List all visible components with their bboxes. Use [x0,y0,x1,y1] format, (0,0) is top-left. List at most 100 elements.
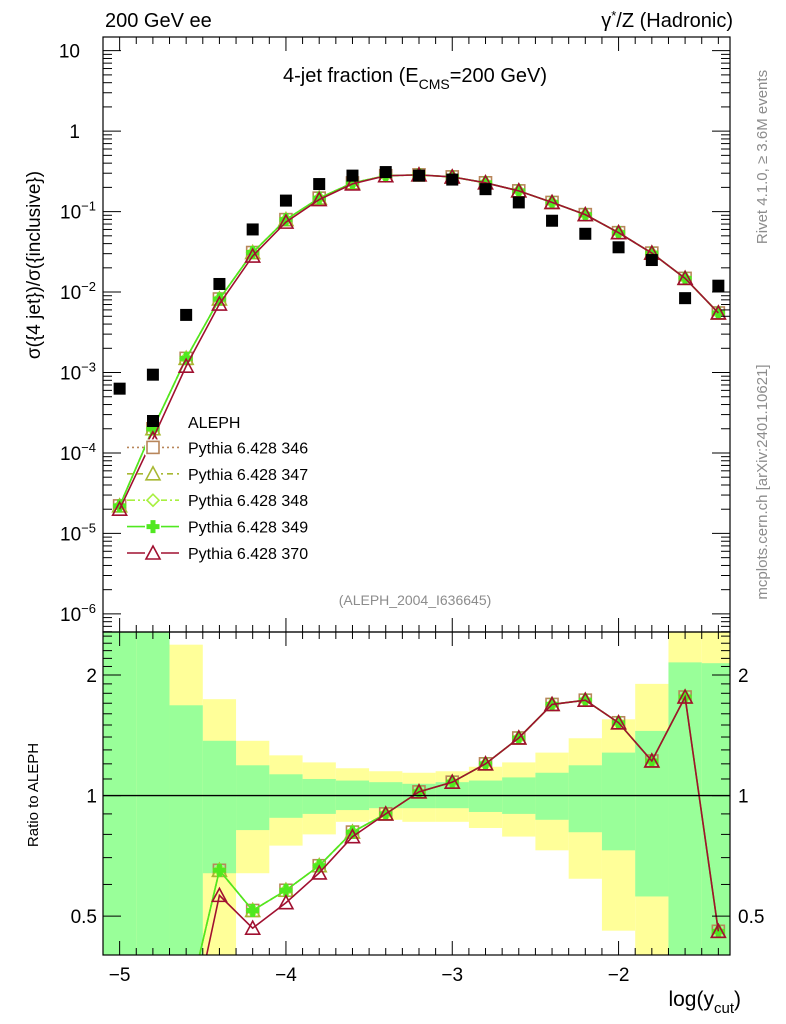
series-marker [610,223,627,240]
ratio-band-inner-bin [302,778,336,814]
x-tick-label: −2 [608,965,630,986]
legend-label: Pythia 6.428 347 [188,467,308,484]
ratio-band-inner-bin [568,765,602,833]
series-marker [211,295,228,311]
series-marker [543,193,561,210]
header-left-label: 200 GeV ee [105,10,212,32]
data-point [279,194,292,207]
y-tick-label: 10−3 [60,360,96,385]
ratio-band-inner-bin [468,780,503,812]
ratio-series-marker [676,688,694,704]
ratio-series-marker [277,894,295,910]
ratio-series-marker [212,863,226,877]
y-tick-label: 10−4 [60,440,96,465]
ratio-tick-label-left: 1 [86,787,97,808]
chart-title: 4-jet fraction (ECMS=200 GeV) [283,65,547,92]
data-point [146,368,159,381]
x-tick-label: −4 [275,965,297,986]
ratio-y-axis-label: Ratio to ALEPH [25,743,42,847]
y-tick-label: 10−5 [60,520,96,545]
legend-label: Pythia 6.428 346 [188,440,308,457]
legend-marker-bg [145,465,161,482]
ratio-series-marker [344,828,361,844]
upper-plot-frame [102,36,731,633]
ratio-series-marker [610,714,627,730]
header-right-label: γ*/Z (Hadronic) [601,8,733,32]
ratio-series-marker [345,825,359,839]
analysis-label: (ALEPH_2004_I636645) [339,592,492,608]
data-point [546,214,559,227]
data-point [645,254,658,267]
legend-marker-bg [145,439,161,456]
data-point [412,169,425,182]
data-point [346,169,359,182]
ratio-series-marker [543,695,561,712]
ratio-series-marker [377,805,395,821]
series-marker [310,190,328,207]
series-marker [212,292,226,306]
data-point [113,382,126,395]
ratio-series-marker [710,922,727,939]
ratio-series-line [205,694,720,956]
series-marker [244,247,262,263]
series-marker [576,205,594,222]
ratio-series-marker [443,773,461,789]
data-point [712,279,725,292]
ratio-tick-label-left: 2 [86,666,97,687]
data-point [246,223,259,236]
series-marker [177,357,195,373]
aleph-data-points [113,166,725,395]
x-tick-label: −5 [109,965,131,986]
legend-label-aleph: ALEPH [188,415,240,432]
data-point [479,183,492,196]
ratio-tick-label-right: 1 [738,787,749,808]
data-point [446,173,459,186]
ratio-series-marker [510,729,528,745]
series-pythia-6.428-349-upper [113,168,725,513]
series-line [118,174,719,510]
data-point [579,227,592,240]
legend-marker [146,440,160,455]
legend-marker [146,520,160,534]
legend-label: Pythia 6.428 349 [188,520,308,537]
series-pythia-6.428-346-upper [112,168,726,513]
legend-marker-bg [145,545,161,561]
legend-marker [144,544,162,560]
ratio-series-marker [477,755,494,771]
data-point [379,166,392,179]
data-point [313,178,326,191]
axes-layer: −5 −4 −3 −2 10 1 10−1 10−2 10−3 10−4 10−5 10−6 2 2 1 1 0… [59,36,764,986]
ratio-series-marker [246,903,260,917]
y-tick-label: 10 [59,42,80,63]
series-pythia-6.428-348-upper [112,167,726,514]
legend: ALEPH Pythia 6.428 346 Pythia 6.428 347 Pyt… [127,415,308,563]
ratio-series-marker [643,752,661,768]
y-axis-label: σ({4 jet})/σ({inclusive}) [24,171,45,359]
y-tick-label: 10−6 [60,601,96,626]
x-tick-label: −3 [441,965,463,986]
legend-label: Pythia 6.428 348 [188,493,308,510]
ratio-band-inner-bin [236,765,270,831]
ratio-series-marker [279,883,293,897]
ratio-tick-label-right: 2 [738,666,749,687]
mcplots-label: mcplots.cern.ch [arXiv:2401.10621] [754,364,771,599]
ratio-band-inner-bin [668,662,702,955]
legend-label: Pythia 6.428 370 [188,546,308,563]
legend-marker [144,465,162,481]
ratio-band-inner-bin [103,632,137,955]
ratio-band-inner-bin [202,740,237,874]
y-tick-label: 1 [69,122,80,143]
ratio-tick-label-right: 0.5 [738,907,764,928]
ratio-series-marker [310,864,328,880]
series-marker [277,213,295,229]
ratio-plot-frame [102,631,731,956]
x-axis-label: log(ycut) [668,988,741,1017]
data-point [180,308,193,321]
series-pythia-6.428-370-upper [111,166,727,517]
y-tick-label: 10−2 [60,279,96,304]
legend-marker-aleph [147,415,159,427]
series-marker [710,304,727,320]
series-marker [111,500,128,517]
ratio-series-marker [244,919,262,935]
